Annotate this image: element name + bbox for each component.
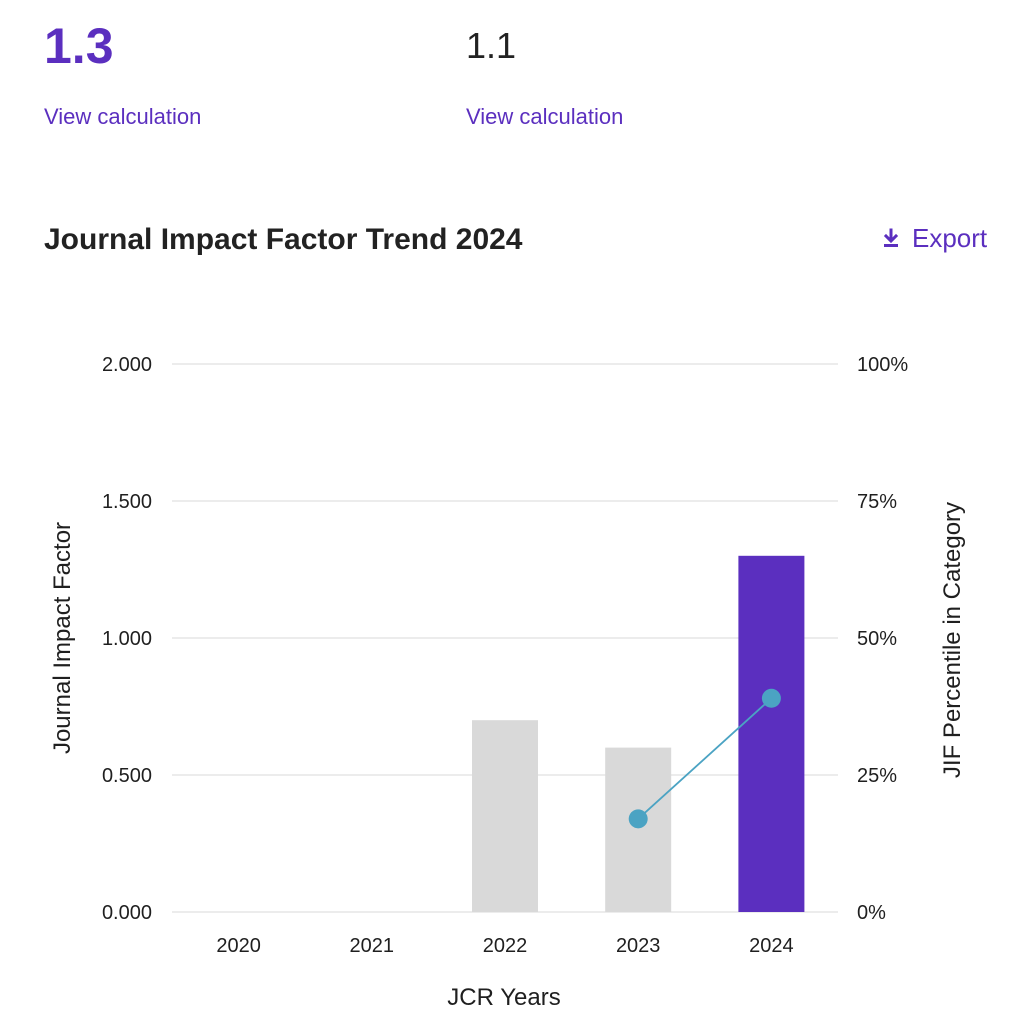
- y-tick-label: 1.000: [102, 628, 152, 650]
- x-tick-label: 2021: [350, 935, 395, 957]
- view-calculation-link-primary[interactable]: View calculation: [44, 104, 202, 129]
- x-tick-label: 2020: [216, 935, 261, 957]
- y2-tick-label: 25%: [857, 765, 897, 787]
- journal-impact-factor-value: 1.3: [44, 18, 114, 74]
- export-label: Export: [912, 223, 988, 253]
- x-tick-label: 2022: [483, 935, 528, 957]
- percentile-point-2024: [761, 688, 781, 708]
- download-icon: [882, 228, 900, 248]
- x-axis-label: JCR Years: [447, 984, 560, 1011]
- y-tick-label: 1.500: [102, 491, 152, 513]
- bar-2022: [472, 720, 538, 912]
- export-button[interactable]: Export: [882, 220, 987, 256]
- y2-tick-label: 0%: [857, 902, 886, 924]
- view-calculation-link-secondary[interactable]: View calculation: [466, 104, 624, 129]
- y-tick-label: 0.000: [102, 902, 152, 924]
- x-tick-label: 2024: [749, 935, 794, 957]
- x-tick-label: 2023: [616, 935, 661, 957]
- chart-title: Journal Impact Factor Trend 2024: [44, 223, 523, 256]
- y2-tick-label: 75%: [857, 491, 897, 513]
- percentile-line-segment: [637, 697, 773, 820]
- bar-2023: [605, 747, 672, 912]
- bar-2024: [738, 555, 805, 912]
- y2-tick-label: 100%: [857, 354, 908, 376]
- y2-axis-label: JIF Percentile in Category: [939, 502, 966, 778]
- y-tick-label: 2.000: [102, 354, 152, 376]
- y-axis-label: Journal Impact Factor: [49, 522, 76, 754]
- y2-tick-label: 50%: [857, 628, 897, 650]
- secondary-metric-value: 1.1: [466, 25, 517, 66]
- percentile-point-2023: [628, 809, 648, 829]
- y-tick-label: 0.500: [102, 765, 152, 787]
